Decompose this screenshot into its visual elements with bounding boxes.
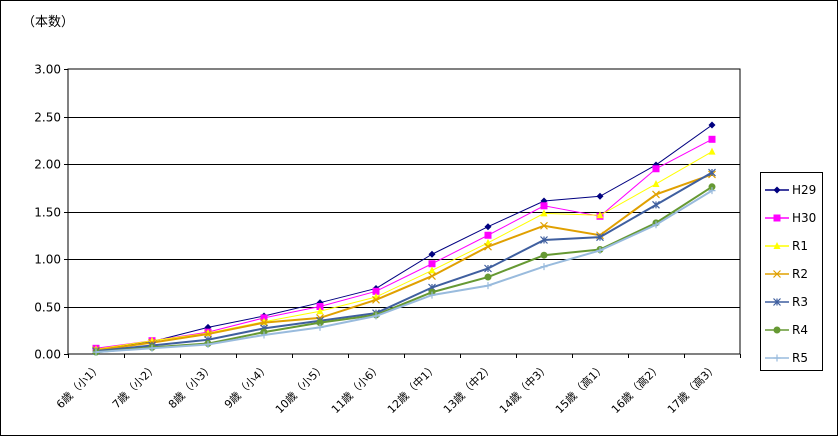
- square-marker: [540, 202, 548, 210]
- diamond-marker: [773, 186, 781, 194]
- circle-marker: [773, 326, 781, 334]
- plus-marker: [428, 291, 436, 299]
- diamond-marker: [596, 192, 604, 200]
- x-marker: [540, 221, 548, 230]
- x-marker: [372, 295, 380, 304]
- asterisk-marker: [596, 233, 604, 242]
- plus-marker: [92, 348, 100, 356]
- series-line: [95, 138, 713, 349]
- triangle-marker: [596, 211, 604, 219]
- legend-item: H30: [765, 211, 816, 225]
- x-marker: [428, 272, 436, 281]
- square-marker: [652, 165, 660, 173]
- circle-marker: [708, 183, 716, 191]
- triangle-marker: [708, 147, 716, 155]
- asterisk-marker: [773, 298, 781, 306]
- series-line: [95, 171, 713, 353]
- y-tick-label: 0.50: [34, 301, 61, 315]
- legend-label: R1: [792, 239, 808, 253]
- plus-marker: [148, 344, 156, 352]
- circle-marker: [316, 319, 324, 327]
- legend-label: H29: [792, 183, 816, 197]
- asterisk-marker: [652, 200, 660, 209]
- plus-marker: [484, 282, 492, 290]
- square-marker: [428, 260, 436, 268]
- legend-box: [760, 172, 823, 371]
- legend-item: R2: [765, 267, 808, 281]
- x-marker: [484, 242, 492, 251]
- plus-marker: [652, 221, 660, 229]
- legend-label: R3: [792, 295, 808, 309]
- series-line: [95, 189, 713, 354]
- y-tick-label: 1.00: [34, 253, 61, 267]
- legend-label: R2: [792, 267, 808, 281]
- x-marker: [652, 190, 660, 199]
- legend-item: R3: [765, 295, 808, 309]
- y-tick-label: 1.50: [34, 206, 61, 220]
- triangle-marker: [540, 209, 548, 217]
- square-marker: [773, 214, 781, 222]
- asterisk-marker: [708, 168, 716, 177]
- series-line: [95, 124, 713, 350]
- plot-area: [67, 68, 741, 355]
- y-tick-label: 0.00: [34, 348, 61, 362]
- legend-label: R4: [792, 323, 808, 337]
- y-tick-label: 2.00: [34, 158, 61, 172]
- square-marker: [316, 303, 324, 310]
- y-axis-label: （本数）: [22, 15, 74, 30]
- square-marker: [708, 135, 716, 143]
- diamond-marker: [484, 223, 492, 231]
- asterisk-marker: [484, 264, 492, 273]
- x-marker: [773, 270, 781, 278]
- plus-marker: [773, 354, 781, 362]
- legend-item: R5: [765, 351, 808, 365]
- plus-marker: [372, 312, 380, 320]
- square-marker: [372, 287, 380, 295]
- x-marker: [204, 330, 212, 338]
- plus-marker: [596, 246, 604, 254]
- legend-label: H30: [792, 211, 816, 225]
- plus-marker: [316, 323, 324, 331]
- circle-marker: [540, 251, 548, 259]
- circle-marker: [484, 273, 492, 281]
- plus-marker: [540, 263, 548, 271]
- series-line: [95, 173, 713, 352]
- diamond-marker: [428, 250, 436, 258]
- square-marker: [484, 231, 492, 239]
- triangle-marker: [316, 307, 324, 315]
- triangle-marker: [773, 242, 781, 249]
- asterisk-marker: [540, 236, 548, 244]
- y-tick-label: 3.00: [34, 63, 61, 77]
- plus-marker: [708, 187, 716, 195]
- plus-marker: [204, 341, 212, 348]
- plus-marker: [260, 331, 268, 339]
- legend-label: R5: [792, 351, 808, 365]
- legend-item: R4: [765, 323, 808, 337]
- series-r2: [92, 170, 716, 355]
- diamond-marker: [708, 121, 716, 129]
- triangle-marker: [652, 179, 660, 187]
- legend-item: H29: [765, 183, 816, 197]
- legend-item: R1: [765, 239, 808, 253]
- x-marker: [260, 318, 268, 327]
- series-line: [95, 151, 713, 350]
- y-tick-label: 2.50: [34, 111, 61, 125]
- series-r5: [92, 187, 716, 356]
- triangle-marker: [428, 266, 436, 274]
